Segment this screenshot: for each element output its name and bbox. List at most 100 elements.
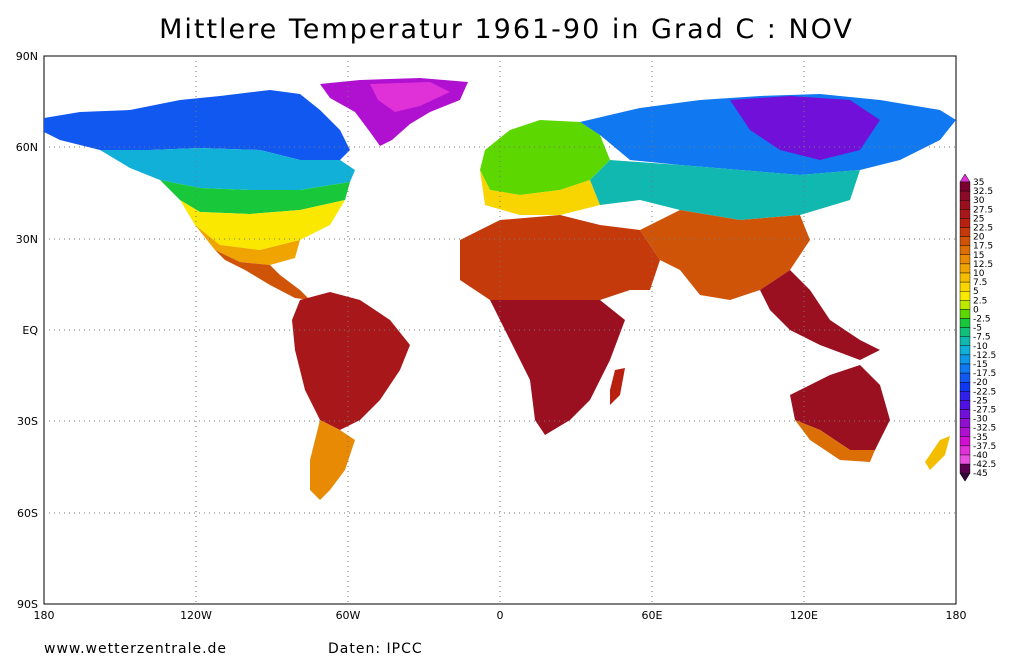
source-url: www.wetterzentrale.de (44, 641, 228, 657)
colorbar-swatch (959, 291, 971, 301)
colorbar-swatch (959, 436, 971, 447)
colorbar-swatch (959, 318, 971, 328)
colorbar-swatch (959, 227, 971, 237)
y-tick-label: 60S (17, 507, 38, 520)
colorbar-label: 12.5 (973, 260, 993, 270)
colorbar-swatch (959, 354, 971, 365)
colorbar-swatch (959, 190, 971, 201)
x-tick-label: 0 (497, 609, 504, 622)
north-america-north-us (160, 180, 350, 214)
colorbar-swatch (959, 336, 971, 347)
colorbar-label: -5 (973, 324, 982, 334)
colorbar-label: -37.5 (973, 442, 996, 452)
colorbar-label: -2.5 (973, 315, 991, 325)
europe (480, 120, 610, 195)
y-tick-label: 30S (17, 415, 38, 428)
colorbar-swatch (959, 372, 971, 383)
north-america-south-us (195, 225, 300, 265)
arabia (600, 225, 660, 290)
colorbar-swatch (959, 272, 971, 283)
europe-south (480, 170, 600, 215)
colorbar-label: -32.5 (973, 424, 996, 434)
australia-south (795, 420, 875, 462)
y-tick-label: 90S (17, 598, 38, 611)
colorbar-label: 25 (973, 214, 984, 224)
x-axis-labels: 180 120W 60W 0 60E 120E 180 (34, 609, 967, 622)
colorbar-swatch (959, 181, 971, 192)
south-america-south (310, 420, 355, 500)
greenland-core (370, 82, 450, 112)
colorbar-label: -42.5 (973, 460, 996, 470)
colorbar-label: -35 (973, 433, 988, 443)
colorbar-swatch (959, 391, 971, 401)
y-axis-labels: 90N 60N 30N EQ 30S 60S 90S (16, 50, 39, 611)
data-credit: Daten: IPCC (328, 641, 423, 657)
colorbar-label: 17.5 (973, 242, 993, 252)
colorbar-swatch (959, 409, 971, 419)
graticule (44, 56, 956, 604)
colorbar-label: -25 (973, 396, 988, 406)
colorbar-label: 15 (973, 251, 984, 261)
colorbar-swatch (959, 382, 971, 392)
colorbar-legend: 3532.53027.52522.52017.51512.5107.552.50… (959, 173, 996, 482)
colorbar-swatch (959, 327, 971, 337)
colorbar-label: -20 (973, 378, 988, 388)
colorbar-label: -30 (973, 415, 988, 425)
colorbar-label: 7.5 (973, 278, 987, 288)
x-tick-label: 180 (34, 609, 55, 622)
colorbar-swatch (959, 427, 971, 438)
colorbar-swatch (959, 454, 971, 465)
north-america-arctic (44, 90, 350, 160)
colorbar-swatch (959, 236, 971, 246)
colorbar-label: -7.5 (973, 333, 991, 343)
x-tick-label: 60W (336, 609, 361, 622)
land-masses (44, 78, 956, 500)
colorbar-label: 5 (973, 287, 979, 297)
colorbar-label: 20 (973, 233, 985, 243)
south-asia (640, 210, 810, 300)
central-asia (590, 160, 860, 220)
colorbar-swatch (959, 300, 971, 310)
x-tick-label: 180 (946, 609, 967, 622)
mexico (215, 250, 310, 300)
new-zealand (925, 436, 950, 470)
colorbar-label: -27.5 (973, 406, 996, 416)
colorbar-label: -12.5 (973, 351, 996, 361)
colorbar-label: 32.5 (973, 187, 993, 197)
colorbar-label: 10 (973, 269, 985, 279)
north-america-canada (100, 148, 355, 190)
colorbar-label: 22.5 (973, 224, 993, 234)
colorbar-swatch (959, 209, 971, 219)
colorbar-swatch (959, 281, 971, 292)
y-tick-label: 30N (16, 233, 38, 246)
africa-south (490, 300, 625, 435)
colorbar-label: -40 (973, 451, 988, 461)
x-tick-label: 120E (790, 609, 818, 622)
colorbar-swatch (959, 309, 971, 319)
australia (790, 365, 890, 450)
colorbar-swatch (959, 254, 971, 265)
colorbar-swatch (959, 199, 971, 210)
colorbar-label: 30 (973, 196, 985, 206)
colorbar-label: 0 (973, 305, 979, 315)
colorbar-swatch (959, 418, 971, 428)
colorbar-top-arrow (959, 173, 971, 183)
colorbar-swatch (959, 263, 971, 274)
colorbar-swatch (959, 445, 971, 456)
colorbar-swatch (959, 218, 971, 228)
colorbar-swatch (959, 345, 971, 356)
colorbar-label: -45 (973, 469, 988, 479)
y-tick-label: 90N (16, 50, 38, 63)
x-tick-label: 120W (180, 609, 212, 622)
colorbar-swatch (959, 245, 971, 255)
north-america-us (180, 200, 345, 250)
colorbar-swatch (959, 463, 971, 474)
africa-north (460, 215, 630, 300)
y-tick-label: 60N (16, 141, 38, 154)
colorbar-label: -17.5 (973, 369, 996, 379)
colorbar-label: -22.5 (973, 387, 996, 397)
colorbar-swatch (959, 400, 971, 410)
southeast-asia (760, 270, 880, 360)
colorbar-label: 35 (973, 178, 984, 188)
